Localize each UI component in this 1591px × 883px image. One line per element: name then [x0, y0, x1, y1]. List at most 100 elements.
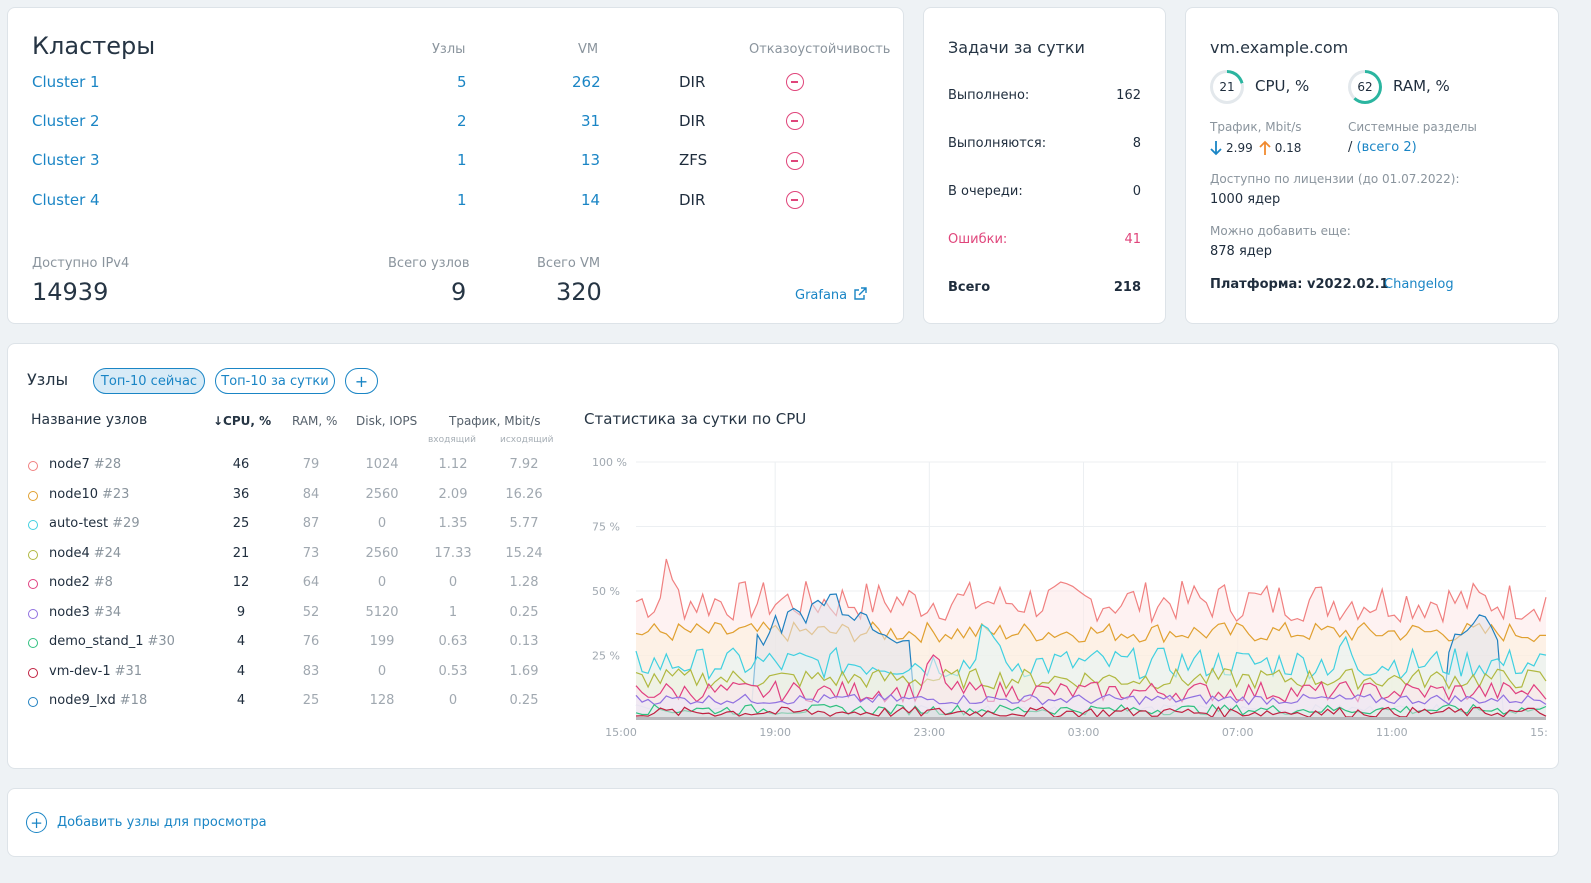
- total-nodes-label: Всего узлов: [388, 256, 470, 271]
- node-out-value: 5.77: [509, 516, 539, 531]
- cpu-gauge: 21: [1210, 70, 1244, 104]
- node-id: #18: [119, 693, 148, 708]
- tasks-running-value: 8: [1132, 136, 1141, 151]
- series-color-icon[interactable]: [28, 608, 38, 619]
- node-name[interactable]: node7 #28: [49, 457, 121, 472]
- node-name[interactable]: demo_stand_1 #30: [49, 634, 175, 649]
- series-line-node2: [635, 654, 1547, 704]
- nodes-card: Узлы Топ-10 сейчас Топ-10 за сутки + Наз…: [7, 343, 1559, 769]
- series-line-vm-dev-1: [635, 706, 1547, 719]
- node-cpu-value: 21: [232, 545, 250, 561]
- node-ram-value: 87: [302, 516, 320, 531]
- x-tick-label: 19:00: [759, 726, 791, 739]
- series-color-icon[interactable]: [28, 638, 38, 648]
- node-name[interactable]: node10 #23: [49, 487, 129, 502]
- tasks-errors-value[interactable]: 41: [1124, 232, 1141, 247]
- host-card: vm.example.com 21 CPU, % 62 RAM, % Трафи…: [1185, 7, 1559, 324]
- series-color-icon[interactable]: [28, 667, 38, 678]
- total-nodes-value: 9: [451, 278, 467, 306]
- partitions-all-link[interactable]: (всего 2): [1356, 140, 1417, 155]
- node-out-value: 1.28: [509, 575, 539, 590]
- node-name[interactable]: vm-dev-1 #31: [49, 664, 142, 679]
- node-cpu-value: 4: [236, 634, 246, 649]
- cluster-vm-count[interactable]: 13: [581, 151, 601, 169]
- node-ram-value: 79: [302, 457, 320, 472]
- plus-circle-icon: +: [26, 812, 47, 833]
- cluster-link[interactable]: Cluster 1: [32, 73, 100, 91]
- node-cpu-value: 4: [236, 693, 246, 708]
- tasks-card: Задачи за сутки Выполнено: 162 Выполняют…: [923, 7, 1166, 324]
- node-out-value: 7.92: [509, 457, 539, 472]
- col-disk-header[interactable]: Disk, IOPS: [356, 414, 418, 428]
- cluster-nodes-count[interactable]: 1: [457, 151, 467, 169]
- series-color-icon[interactable]: [28, 461, 38, 471]
- ram-gauge-value: 62: [1357, 80, 1373, 94]
- tab-top10-now[interactable]: Топ-10 сейчас: [93, 368, 205, 394]
- node-name-text: auto-test: [49, 516, 109, 531]
- node-id: #28: [93, 457, 122, 472]
- baseline: [636, 717, 1546, 720]
- node-disk-value: 0: [377, 575, 387, 590]
- add-nodes-button[interactable]: + Добавить узлы для просмотра: [26, 812, 267, 833]
- series-line-auto-test: [635, 623, 1547, 681]
- ram-gauge: 62: [1348, 70, 1382, 104]
- col-traffic-out-header[interactable]: исходящий: [500, 435, 554, 445]
- series-color-icon[interactable]: [28, 549, 38, 560]
- series-color-icon[interactable]: [28, 520, 38, 530]
- x-tick-label: 15:00: [605, 726, 637, 739]
- fault-tolerance-off-icon: [786, 152, 804, 170]
- traffic-label: Трафик, Mbit/s: [1210, 120, 1302, 134]
- cluster-nodes-count[interactable]: 2: [457, 112, 467, 130]
- tasks-errors-label[interactable]: Ошибки:: [948, 232, 1008, 247]
- col-ram-header[interactable]: RAM, %: [292, 414, 338, 428]
- node-name[interactable]: node4 #24: [49, 546, 121, 561]
- external-link-icon: [854, 287, 867, 300]
- node-in-value: 1: [448, 604, 458, 620]
- cluster-link[interactable]: Cluster 2: [32, 112, 100, 130]
- node-name[interactable]: node9_lxd #18: [49, 693, 147, 708]
- col-fault-header: Отказоустойчивость: [749, 42, 891, 57]
- series-color-icon[interactable]: [28, 579, 38, 589]
- cluster-vm-count[interactable]: 31: [581, 112, 601, 130]
- cluster-nodes-count[interactable]: 5: [457, 73, 467, 91]
- clusters-title: Кластеры: [32, 32, 156, 60]
- cluster-vm-count[interactable]: 14: [581, 191, 601, 209]
- tasks-total-value: 218: [1113, 280, 1141, 295]
- series-color-icon[interactable]: [28, 697, 38, 707]
- node-out-value: 0.25: [509, 693, 539, 708]
- node-name[interactable]: node2 #8: [49, 575, 113, 590]
- node-out-value: 1.69: [509, 663, 539, 679]
- grafana-link[interactable]: Grafana: [795, 287, 867, 303]
- series-color-icon[interactable]: [28, 490, 38, 501]
- partitions-root: /: [1348, 140, 1353, 155]
- cluster-link[interactable]: Cluster 3: [32, 151, 100, 169]
- col-traffic-in-header[interactable]: входящий: [428, 435, 476, 445]
- node-in-value: 1.35: [438, 516, 468, 531]
- node-out-value: 15.24: [505, 545, 543, 561]
- cluster-storage: DIR: [679, 191, 706, 209]
- changelog-link[interactable]: Changelog: [1384, 277, 1454, 292]
- node-ram-value: 84: [302, 486, 320, 502]
- node-id: #31: [114, 663, 143, 679]
- cluster-nodes-count[interactable]: 1: [457, 191, 467, 209]
- node-name-text: node7: [49, 457, 90, 472]
- cpu-label: CPU, %: [1255, 77, 1310, 95]
- node-name-text: demo_stand_1: [49, 634, 144, 649]
- tab-top10-day[interactable]: Топ-10 за сутки: [215, 368, 335, 394]
- add-tab-button[interactable]: +: [345, 368, 378, 394]
- node-name[interactable]: auto-test #29: [49, 516, 140, 531]
- node-in-value: 1.12: [438, 457, 468, 472]
- node-ram-value: 83: [302, 663, 320, 679]
- cluster-link[interactable]: Cluster 4: [32, 191, 100, 209]
- cluster-vm-count[interactable]: 262: [572, 73, 601, 91]
- y-tick-label: 50 %: [592, 585, 620, 598]
- add-nodes-label: Добавить узлы для просмотра: [57, 815, 267, 830]
- col-cpu-header[interactable]: ↓CPU, %: [213, 414, 272, 428]
- clusters-card: Кластеры Узлы VM Отказоустойчивость Clus…: [7, 7, 904, 324]
- license-label: Доступно по лицензии (до 01.07.2022):: [1210, 172, 1460, 186]
- node-ram-value: 52: [302, 604, 320, 620]
- node-name[interactable]: node3 #34: [49, 605, 121, 620]
- node-in-value: 0: [448, 575, 458, 590]
- host-name: vm.example.com: [1210, 38, 1349, 57]
- traffic-in-value: 2.99: [1226, 141, 1253, 155]
